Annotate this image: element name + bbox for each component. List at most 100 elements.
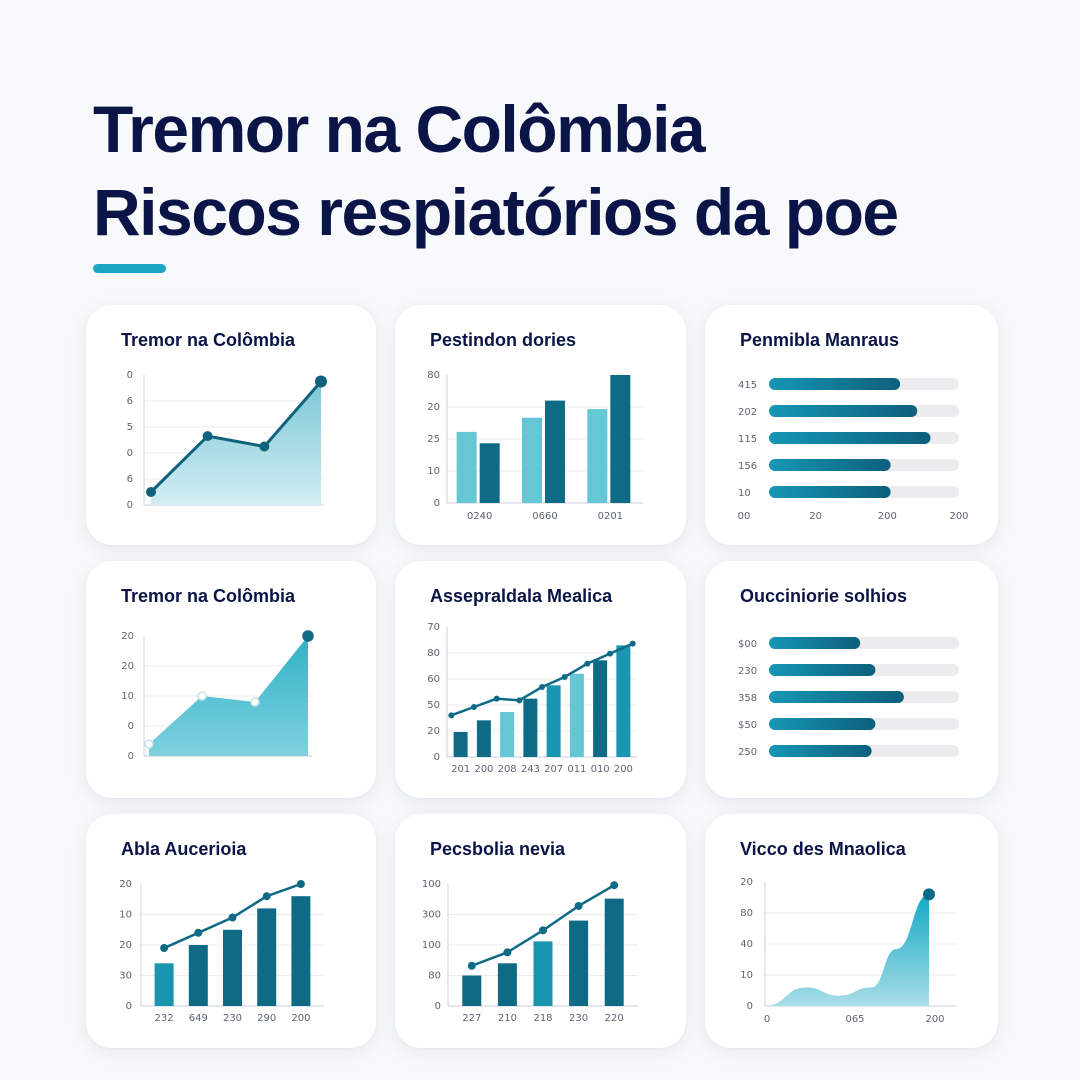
- trend-point: [561, 674, 568, 680]
- x-tick-label: 208: [498, 764, 517, 775]
- y-tick-label: 20: [119, 879, 132, 890]
- x-tick-label: 227: [462, 1013, 481, 1024]
- area-fill: [765, 894, 929, 1006]
- y-tick-label: 10: [427, 466, 440, 477]
- bar-line-chart-8: 100 300 100 80 0 227 210 218 230 220: [422, 879, 638, 1024]
- trend-point: [610, 881, 619, 890]
- bar: [257, 908, 277, 1006]
- bar: [456, 431, 477, 503]
- x-tick-label: 010: [591, 764, 610, 775]
- hbar-chart-6: $00 230 358 $50 250: [738, 637, 959, 758]
- bar: [500, 712, 515, 757]
- data-point: [144, 739, 154, 749]
- bar: [546, 685, 561, 757]
- chart-title-2: Pestindon dories: [430, 330, 577, 350]
- x-tick-label: 00: [738, 511, 751, 522]
- area-chart-1: 0 6 5 0 6 0: [127, 370, 327, 511]
- y-tick-label: 6: [127, 396, 133, 407]
- bar: [522, 417, 542, 503]
- y-tick-label: 80: [740, 908, 753, 919]
- y-tick-label: 0: [435, 1001, 441, 1012]
- bar: [769, 637, 861, 649]
- y-tick-label: 20: [427, 402, 440, 413]
- data-point: [315, 375, 327, 388]
- bar: [769, 459, 891, 471]
- headline-line-2: Riscos respiatórios da poe: [93, 175, 899, 249]
- trend-point: [574, 901, 583, 910]
- y-tick-label: 0: [127, 500, 133, 511]
- y-tick-label: 0: [127, 448, 133, 459]
- y-tick-label: 60: [427, 674, 440, 685]
- x-tick-label: 0201: [598, 511, 623, 522]
- y-tick-label: 50: [427, 700, 440, 711]
- data-point: [302, 630, 314, 642]
- bar: [154, 963, 174, 1006]
- x-tick-label: 290: [257, 1013, 276, 1024]
- chart-card-4: Tremor na Colômbia 20 20 10 0 0: [86, 561, 376, 798]
- y-tick-label: 40: [740, 939, 753, 950]
- page-headline: Tremor na Colômbia Riscos respiatórios d…: [93, 88, 899, 254]
- chart-title-3: Penmibla Manraus: [740, 330, 900, 350]
- chart-title-1: Tremor na Colômbia: [121, 330, 296, 350]
- y-tick-label: 10: [119, 910, 132, 921]
- bar: [769, 745, 872, 757]
- bar: [610, 375, 631, 503]
- chart-title-6: Oucciniorie solhios: [740, 586, 908, 606]
- trend-point: [516, 697, 523, 704]
- data-point: [259, 441, 270, 452]
- trend-point: [629, 640, 636, 647]
- bar: [587, 409, 608, 503]
- bar: [769, 405, 918, 417]
- y-tick-label: 0: [128, 751, 134, 762]
- bar: [291, 896, 311, 1006]
- bar: [476, 720, 491, 757]
- chart-card-9: Vicco des Mnaolica 20 80 40 10 0 0 065 200: [705, 814, 998, 1048]
- x-tick-label: 649: [189, 1013, 208, 1024]
- x-tick-label: 230: [223, 1013, 242, 1024]
- bar: [769, 378, 901, 390]
- area-chart-4: 20 20 10 0 0: [121, 630, 314, 762]
- bar-label: 230: [738, 666, 757, 677]
- headline-line-1: Tremor na Colômbia: [93, 92, 706, 166]
- x-tick-label: 200: [291, 1013, 310, 1024]
- y-tick-label: 20: [427, 726, 440, 737]
- y-tick-label: 0: [128, 721, 134, 732]
- bar-label: 358: [738, 693, 757, 704]
- y-tick-label: 5: [127, 422, 133, 433]
- chart-card-3: Penmibla Manraus 415 202 115 156 10 00 20 200 20…: [705, 305, 998, 545]
- chart-title-9: Vicco des Mnaolica: [740, 839, 906, 859]
- bar: [223, 929, 242, 1006]
- x-tick-label: 20: [809, 511, 822, 522]
- trend-point: [539, 684, 545, 690]
- x-tick-label: 218: [533, 1013, 552, 1024]
- bar: [533, 941, 553, 1006]
- bar-label: 202: [738, 407, 757, 418]
- trend-point: [448, 712, 455, 719]
- bar-line-chart-7: 20 10 20 30 0 232 649 230 290 200: [119, 879, 324, 1024]
- y-tick-label: 70: [427, 622, 440, 633]
- x-tick-label: 200: [925, 1014, 944, 1025]
- trend-point: [296, 880, 305, 888]
- bar: [569, 920, 589, 1006]
- area-fill: [149, 636, 308, 756]
- trend-point: [539, 926, 547, 935]
- x-tick-label: 065: [845, 1014, 864, 1025]
- y-tick-label: 80: [428, 971, 441, 982]
- y-tick-label: 80: [427, 370, 440, 381]
- bar: [462, 975, 482, 1006]
- x-tick-label: 220: [605, 1013, 624, 1024]
- bar: [769, 718, 876, 730]
- bar-label: $00: [738, 639, 757, 650]
- chart-card-2: Pestindon dories 80 20 25 10 0 0240 0660 0201: [395, 305, 686, 545]
- y-tick-label: 20: [121, 661, 134, 672]
- x-tick-label: 0240: [467, 511, 492, 522]
- x-tick-label: 243: [521, 764, 540, 775]
- chart-title-5: Assepraldala Mealica: [430, 586, 613, 606]
- y-tick-label: 80: [427, 648, 440, 659]
- data-point: [250, 697, 260, 707]
- y-tick-label: 10: [121, 691, 134, 702]
- bar: [769, 432, 931, 444]
- y-tick-label: 6: [127, 474, 133, 485]
